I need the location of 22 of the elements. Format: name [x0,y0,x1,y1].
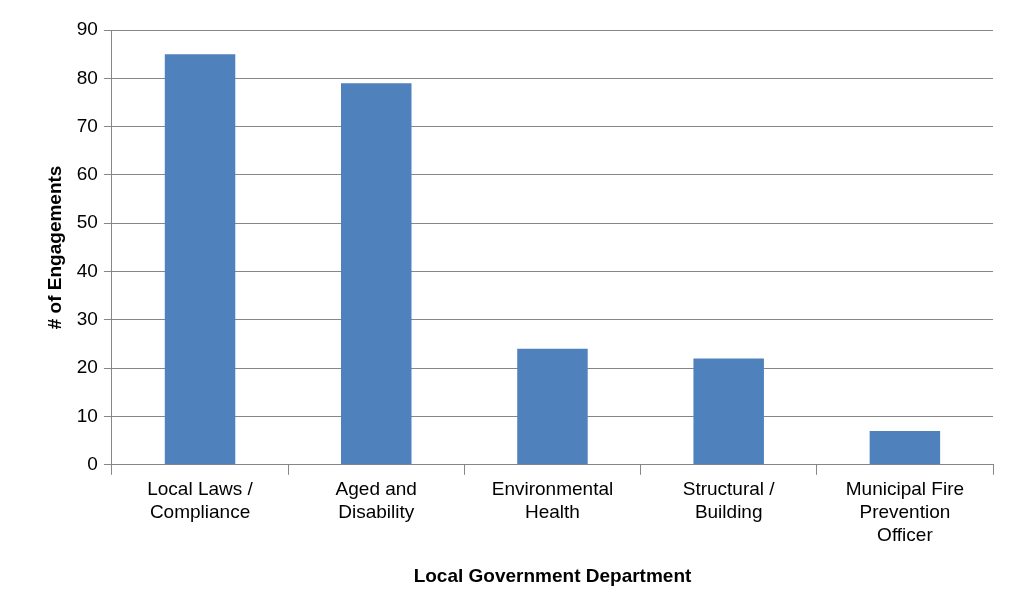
x-tick-label: Structural / Building [682,478,776,523]
y-tick-label: 0 [87,453,98,475]
y-tick-label: 60 [76,163,98,185]
x-tick-label: Municipal Fire Prevention Officer [845,478,965,546]
bar [869,430,941,465]
y-tick-label: 30 [76,308,98,330]
y-tick-label: 70 [76,114,98,136]
y-tick-label: 10 [76,404,98,426]
y-tick-label: 20 [76,356,98,378]
y-tick-label: 50 [76,211,98,233]
bar [517,348,588,465]
x-tick-label: Environmental Health [491,478,614,523]
bar [341,83,412,465]
y-tick-label: 40 [76,259,98,281]
x-axis-title: Local Government Department [413,564,692,586]
y-axis-title: # of Engagements [43,165,65,330]
x-tick-label: Local Laws / Compliance [147,478,254,523]
bar [164,54,236,465]
y-tick-label: 90 [76,18,98,40]
bar [693,358,764,465]
y-tick-label: 80 [76,66,98,88]
x-tick-label: Aged and Disability [335,478,417,523]
